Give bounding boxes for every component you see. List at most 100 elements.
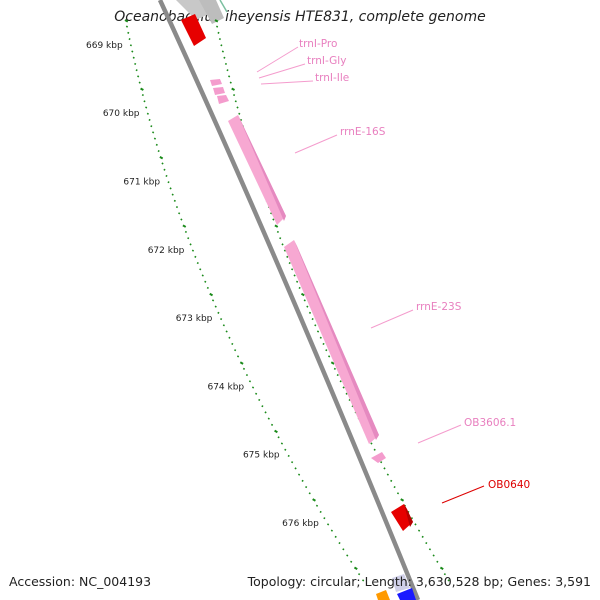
tick-mark [322,342,325,346]
tick-mark [143,100,146,103]
tick-mark [294,467,297,470]
tick-mark [163,168,166,171]
tick-mark [297,473,301,476]
tick-mark [308,311,312,314]
ob3606-marker [371,452,386,463]
tick-mark [325,349,328,352]
tick-mark [245,373,249,377]
tick-mark [194,255,197,258]
tick-mark [414,523,417,526]
tick-mark [141,93,144,97]
trna-pro-marker [210,79,222,86]
label-ob3606[interactable]: OB3606.1 [464,417,516,429]
rrne-16s-bar [228,115,286,225]
tick-mark [140,87,144,91]
leader-ob3606 [417,424,462,444]
tick-mark [279,237,282,240]
tick-mark [339,380,342,383]
label-trnl-gly[interactable]: trnI-Gly [307,55,346,67]
tick-mark [178,212,181,215]
label-ob0640[interactable]: OB0640 [488,479,530,491]
tick-mark [199,268,202,271]
tick-mark [328,355,331,358]
tick-mark [184,230,188,234]
tick-mark [393,485,396,489]
tick-mark [157,149,160,153]
tick-mark [255,392,258,395]
tick-mark [220,317,223,321]
rrna-features [228,115,386,463]
tick-mark [145,106,148,109]
tick-mark [383,467,386,470]
tick-mark [228,75,231,78]
tick-mark [226,69,229,72]
tick-mark [286,255,289,258]
tick-mark [330,361,335,365]
tick-mark [345,392,348,395]
tick-mark [165,174,168,178]
tick-mark [187,237,190,240]
label-rrne-23s[interactable]: rrnE-23S [416,301,462,313]
tick-mark [217,31,220,34]
tick-mark [267,417,270,420]
tick-mark [334,535,337,538]
tick-mark [146,112,149,115]
tick-mark [338,541,341,545]
tick-mark [288,261,291,265]
trna-ile-marker [217,95,229,104]
top-features [176,0,228,46]
tick-mark [236,106,239,109]
tick-mark [291,268,294,271]
tick-mark [312,498,316,502]
tick-mark [138,81,141,84]
tick-mark [370,442,373,445]
tick-mark [362,579,365,582]
tick-mark [220,44,223,47]
cds-bottom-orange [376,590,390,600]
tick-mark [171,193,174,196]
tick-mark [238,112,241,115]
tick-mark [323,517,326,520]
tick-mark [336,373,339,377]
tick-mark [128,37,131,41]
rrne-23s-shade [294,240,379,440]
tick-mark [169,187,172,190]
tick-mark [215,25,219,28]
tick-mark [293,274,296,277]
tick-mark [180,218,183,221]
tick-mark [159,156,164,160]
tick-mark [319,336,322,339]
tick-mark [342,548,345,551]
tick-mark [191,249,195,252]
tick-mark [218,37,222,41]
tick-mark [248,380,252,383]
tick-mark [305,485,308,489]
tick-mark [155,143,158,146]
tick-mark [214,19,219,23]
tick-mark [214,305,217,308]
label-rrne-16s[interactable]: rrnE-16S [340,126,386,138]
tick-mark [152,131,155,134]
tick-mark [223,56,226,59]
feature-labels: trnI-Pro trnI-Gly trnI-Ile rrnE-16S rrnE… [299,38,530,491]
tick-mark [277,436,280,439]
label-trnl-pro[interactable]: trnI-Pro [299,38,337,50]
trna-gly-marker [213,87,225,95]
tick-mark [436,560,439,563]
tick-mark [373,448,376,451]
tick-mark [236,355,240,358]
tick-mark [284,448,287,451]
tick-mark [150,125,153,128]
tick-mark [224,62,228,66]
label-trnl-ile[interactable]: trnI-Ile [315,72,349,84]
trna-features [210,79,229,104]
tick-mark [175,205,179,209]
tick-mark [353,566,358,571]
tick-mark [234,100,237,103]
tick-labels: 669 kbp 670 kbp 671 kbp 672 kbp 673 kbp 674 k… [86,41,319,529]
leader-trnl-ile [260,80,314,85]
tick-mark [182,224,187,228]
tick-mark [432,554,435,557]
tick-label: 669 kbp [86,41,123,51]
